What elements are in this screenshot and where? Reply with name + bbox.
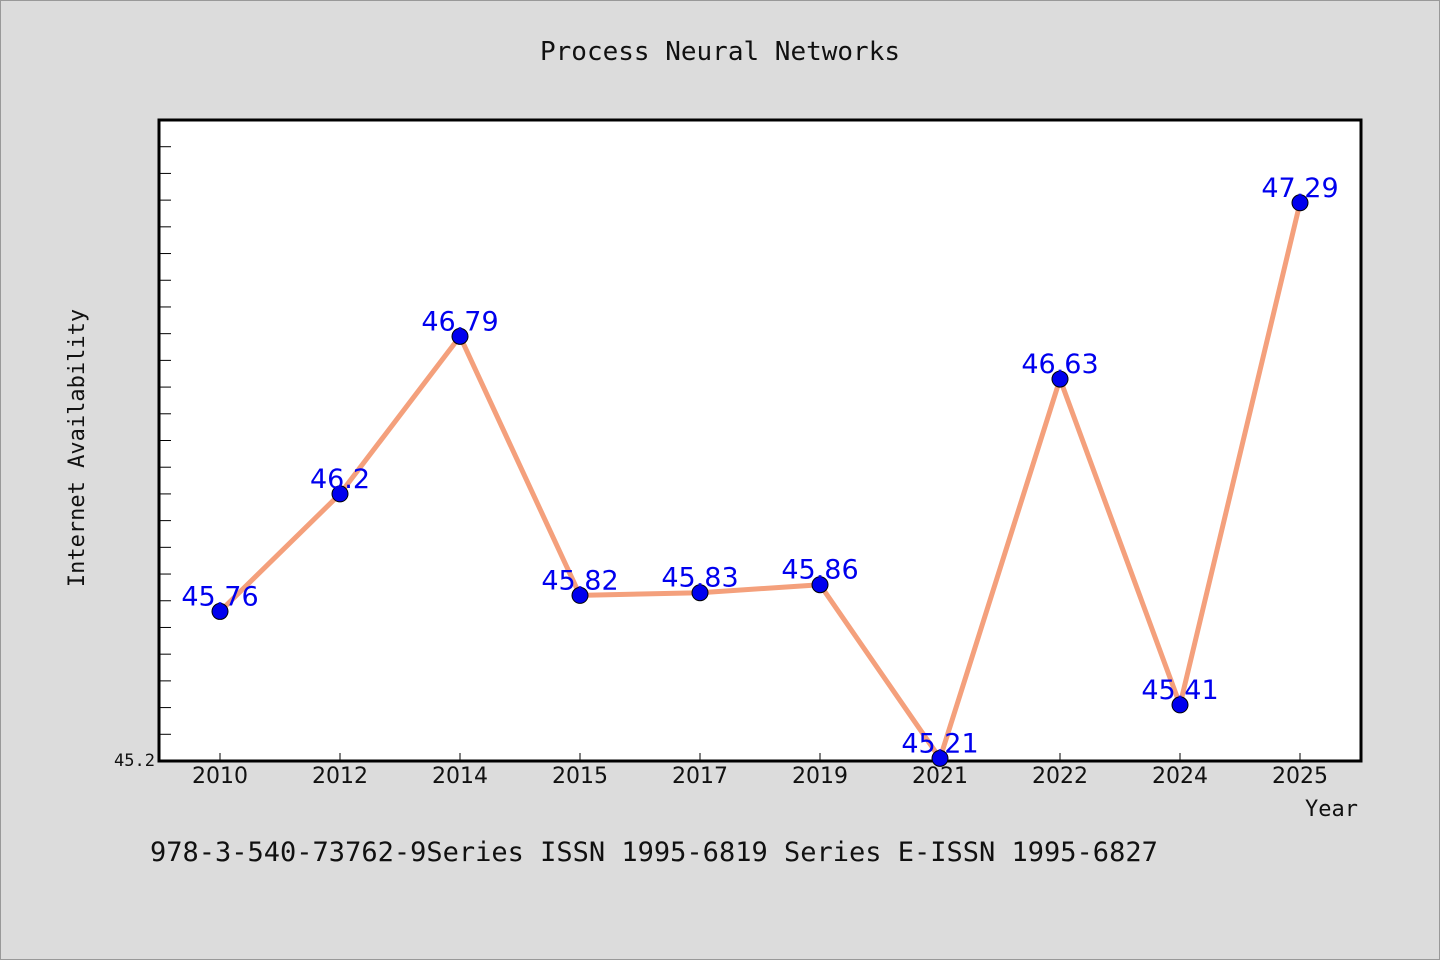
x-axis-label: Year bbox=[1305, 797, 1358, 822]
data-label: 46.2 bbox=[310, 464, 370, 495]
data-label: 45.41 bbox=[1141, 675, 1218, 706]
data-label: 45.86 bbox=[781, 555, 858, 586]
footer-text: 978-3-540-73762-9Series ISSN 1995-6819 S… bbox=[150, 837, 1158, 868]
x-tick-label: 2017 bbox=[672, 764, 728, 789]
data-label: 45.82 bbox=[541, 565, 618, 596]
x-tick-label: 2024 bbox=[1152, 764, 1208, 789]
data-label: 47.29 bbox=[1261, 173, 1338, 204]
data-label: 46.63 bbox=[1021, 349, 1098, 380]
x-tick-label: 2021 bbox=[912, 764, 968, 789]
x-tick-label: 2012 bbox=[312, 764, 368, 789]
x-tick-label: 2014 bbox=[432, 764, 488, 789]
x-tick-label: 2010 bbox=[192, 764, 248, 789]
data-label: 45.21 bbox=[901, 728, 978, 759]
y-axis-label: Internet Availability bbox=[65, 309, 90, 587]
plot-area bbox=[157, 118, 1363, 763]
data-label: 46.79 bbox=[421, 306, 498, 337]
data-point-marker bbox=[1291, 194, 1309, 212]
y-tick-label: 45.2 bbox=[114, 751, 155, 771]
data-point-marker bbox=[1051, 370, 1069, 388]
data-point-marker bbox=[691, 584, 709, 602]
x-tick-label: 2019 bbox=[792, 764, 848, 789]
x-tick-label: 2015 bbox=[552, 764, 608, 789]
x-tick-label: 2025 bbox=[1272, 764, 1328, 789]
x-tick-label: 2022 bbox=[1032, 764, 1088, 789]
data-point-marker bbox=[931, 749, 949, 767]
series-line bbox=[218, 202, 1303, 761]
x-axis-ticks: 2010 2012 2014 2015 2017 2019 2021 2022 2024 2025 bbox=[192, 753, 1328, 789]
data-point-marker bbox=[451, 327, 469, 345]
data-label: 45.76 bbox=[181, 581, 258, 612]
data-point-marker bbox=[811, 576, 829, 594]
data-label: 45.83 bbox=[661, 563, 738, 594]
data-label-group: 45.76 46.2 46.79 45.82 45.83 45.86 45.21 46.63 4… bbox=[181, 173, 1338, 760]
y-axis-ticks bbox=[159, 146, 171, 735]
data-point-marker bbox=[331, 485, 349, 503]
data-point-marker bbox=[571, 586, 589, 604]
chart-title: Process Neural Networks bbox=[540, 37, 900, 67]
data-point-marker bbox=[211, 602, 229, 620]
marker-group bbox=[211, 194, 1309, 767]
series-line-group bbox=[218, 202, 1303, 761]
data-point-marker bbox=[1171, 696, 1189, 714]
